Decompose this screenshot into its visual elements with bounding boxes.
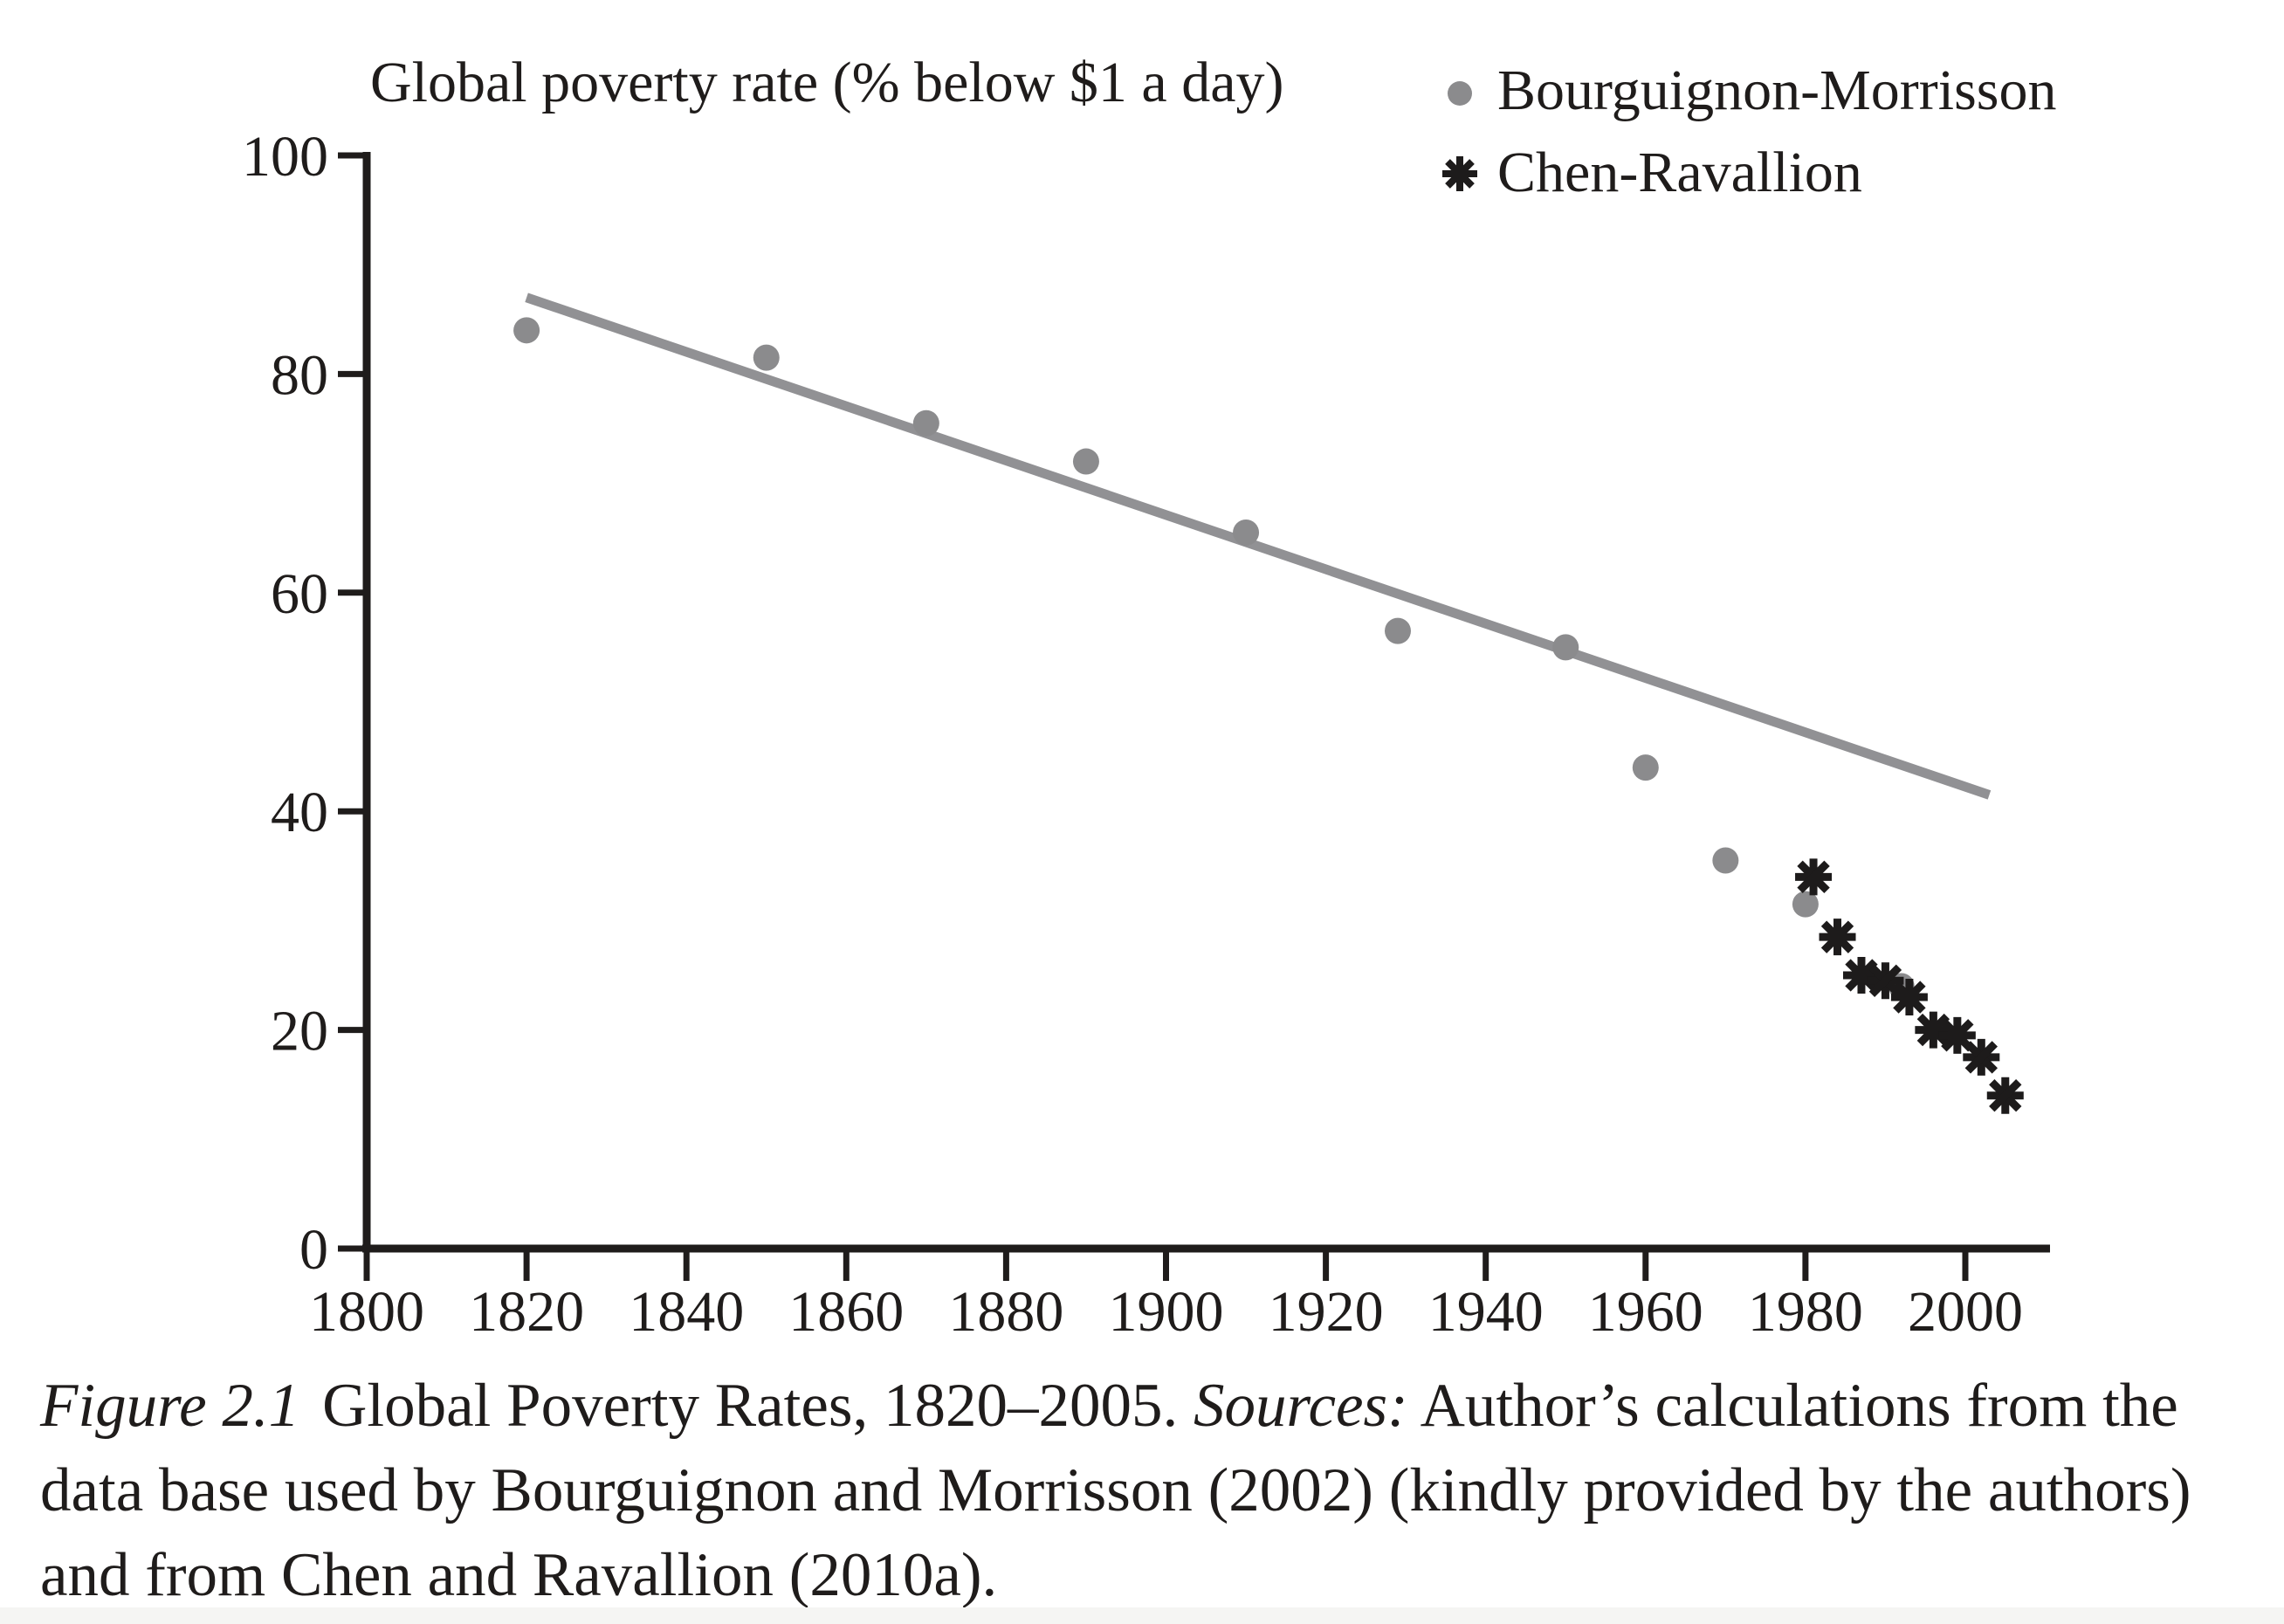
asterisk-spoke <box>1868 964 1902 997</box>
data-point-dot <box>513 317 540 344</box>
y-axis-tick-label: 60 <box>271 562 328 626</box>
data-point-dot <box>1712 847 1739 874</box>
data-point-dot <box>912 409 939 437</box>
data-point-dot <box>753 344 780 371</box>
legend-label-bourguignon-morrisson: Bourguignon-Morrisson <box>1497 58 2057 122</box>
x-axis-tick-label: 2000 <box>1908 1280 2023 1344</box>
data-point-asterisk <box>1842 957 1880 994</box>
data-point-asterisk <box>1867 962 1904 1000</box>
asterisk-spoke <box>1989 1079 2022 1112</box>
asterisk-spoke <box>1845 959 1878 992</box>
legend: Bourguignon-Morrisson Chen-Ravallion <box>1436 54 2056 218</box>
x-axis-tick-label: 1820 <box>469 1280 584 1344</box>
data-point-asterisk <box>1963 1038 2000 1076</box>
data-point-asterisk <box>1890 979 1928 1016</box>
y-axis-tick-label: 0 <box>299 1218 328 1282</box>
legend-label-chen-ravallion: Chen-Ravallion <box>1497 141 1862 204</box>
x-axis-tick-label: 1800 <box>309 1280 424 1344</box>
y-axis-tick-label: 40 <box>271 781 328 844</box>
asterisk-spoke <box>1916 1013 1950 1047</box>
y-axis-tick-label: 20 <box>271 1000 328 1063</box>
data-point-asterisk <box>1986 1077 2024 1114</box>
caption-sources-text: Author’s calculations from the data base… <box>40 1372 2191 1609</box>
x-axis-tick-label: 1860 <box>788 1280 904 1344</box>
x-axis-tick-label: 1980 <box>1748 1280 1863 1344</box>
chart-title: Global poverty rate (% below $1 a day) <box>370 51 1284 114</box>
data-point-dot <box>1072 448 1099 475</box>
x-axis-tick-label: 1900 <box>1109 1280 1224 1344</box>
asterisk-spoke <box>1941 1019 1974 1052</box>
caption-title-text: Global Poverty Rates, 1820–2005. <box>322 1372 1194 1440</box>
data-point-dot <box>1632 754 1659 781</box>
legend-row-chen-ravallion: Chen-Ravallion <box>1436 136 2056 210</box>
y-axis-tick-label: 100 <box>242 125 328 189</box>
y-axis-tick-label: 80 <box>271 343 328 407</box>
figure-caption: Figure 2.1 Global Poverty Rates, 1820–200… <box>40 1364 2258 1618</box>
dot-marker-icon <box>1448 81 1472 106</box>
x-axis-tick-label: 1940 <box>1428 1280 1544 1344</box>
data-point-dot <box>1552 634 1579 661</box>
legend-row-bourguignon-morrisson: Bourguignon-Morrisson <box>1436 54 2056 127</box>
data-point-asterisk <box>1819 919 1856 956</box>
asterisk-spoke <box>1893 981 1926 1014</box>
page-bottom-band <box>0 1607 2284 1624</box>
figure-number-label: Figure 2.1 <box>40 1372 300 1440</box>
asterisk-spoke <box>1797 860 1830 894</box>
asterisk-spoke <box>1964 1041 1998 1074</box>
caption-sources-label: Sources: <box>1193 1372 1408 1440</box>
data-point-dot <box>1384 617 1411 644</box>
x-axis-tick-label: 1960 <box>1588 1280 1703 1344</box>
trend-line <box>525 292 1992 800</box>
asterisk-spoke <box>1820 920 1854 953</box>
data-point-asterisk <box>1795 858 1833 896</box>
data-point-dot <box>1233 519 1260 546</box>
x-axis-tick-label: 1880 <box>948 1280 1063 1344</box>
x-axis-tick-label: 1840 <box>629 1280 744 1344</box>
data-point-asterisk <box>1938 1016 1976 1054</box>
asterisk-marker-icon <box>1442 156 1477 191</box>
data-point-dot <box>1792 891 1819 918</box>
x-axis-tick-label: 1920 <box>1269 1280 1384 1344</box>
